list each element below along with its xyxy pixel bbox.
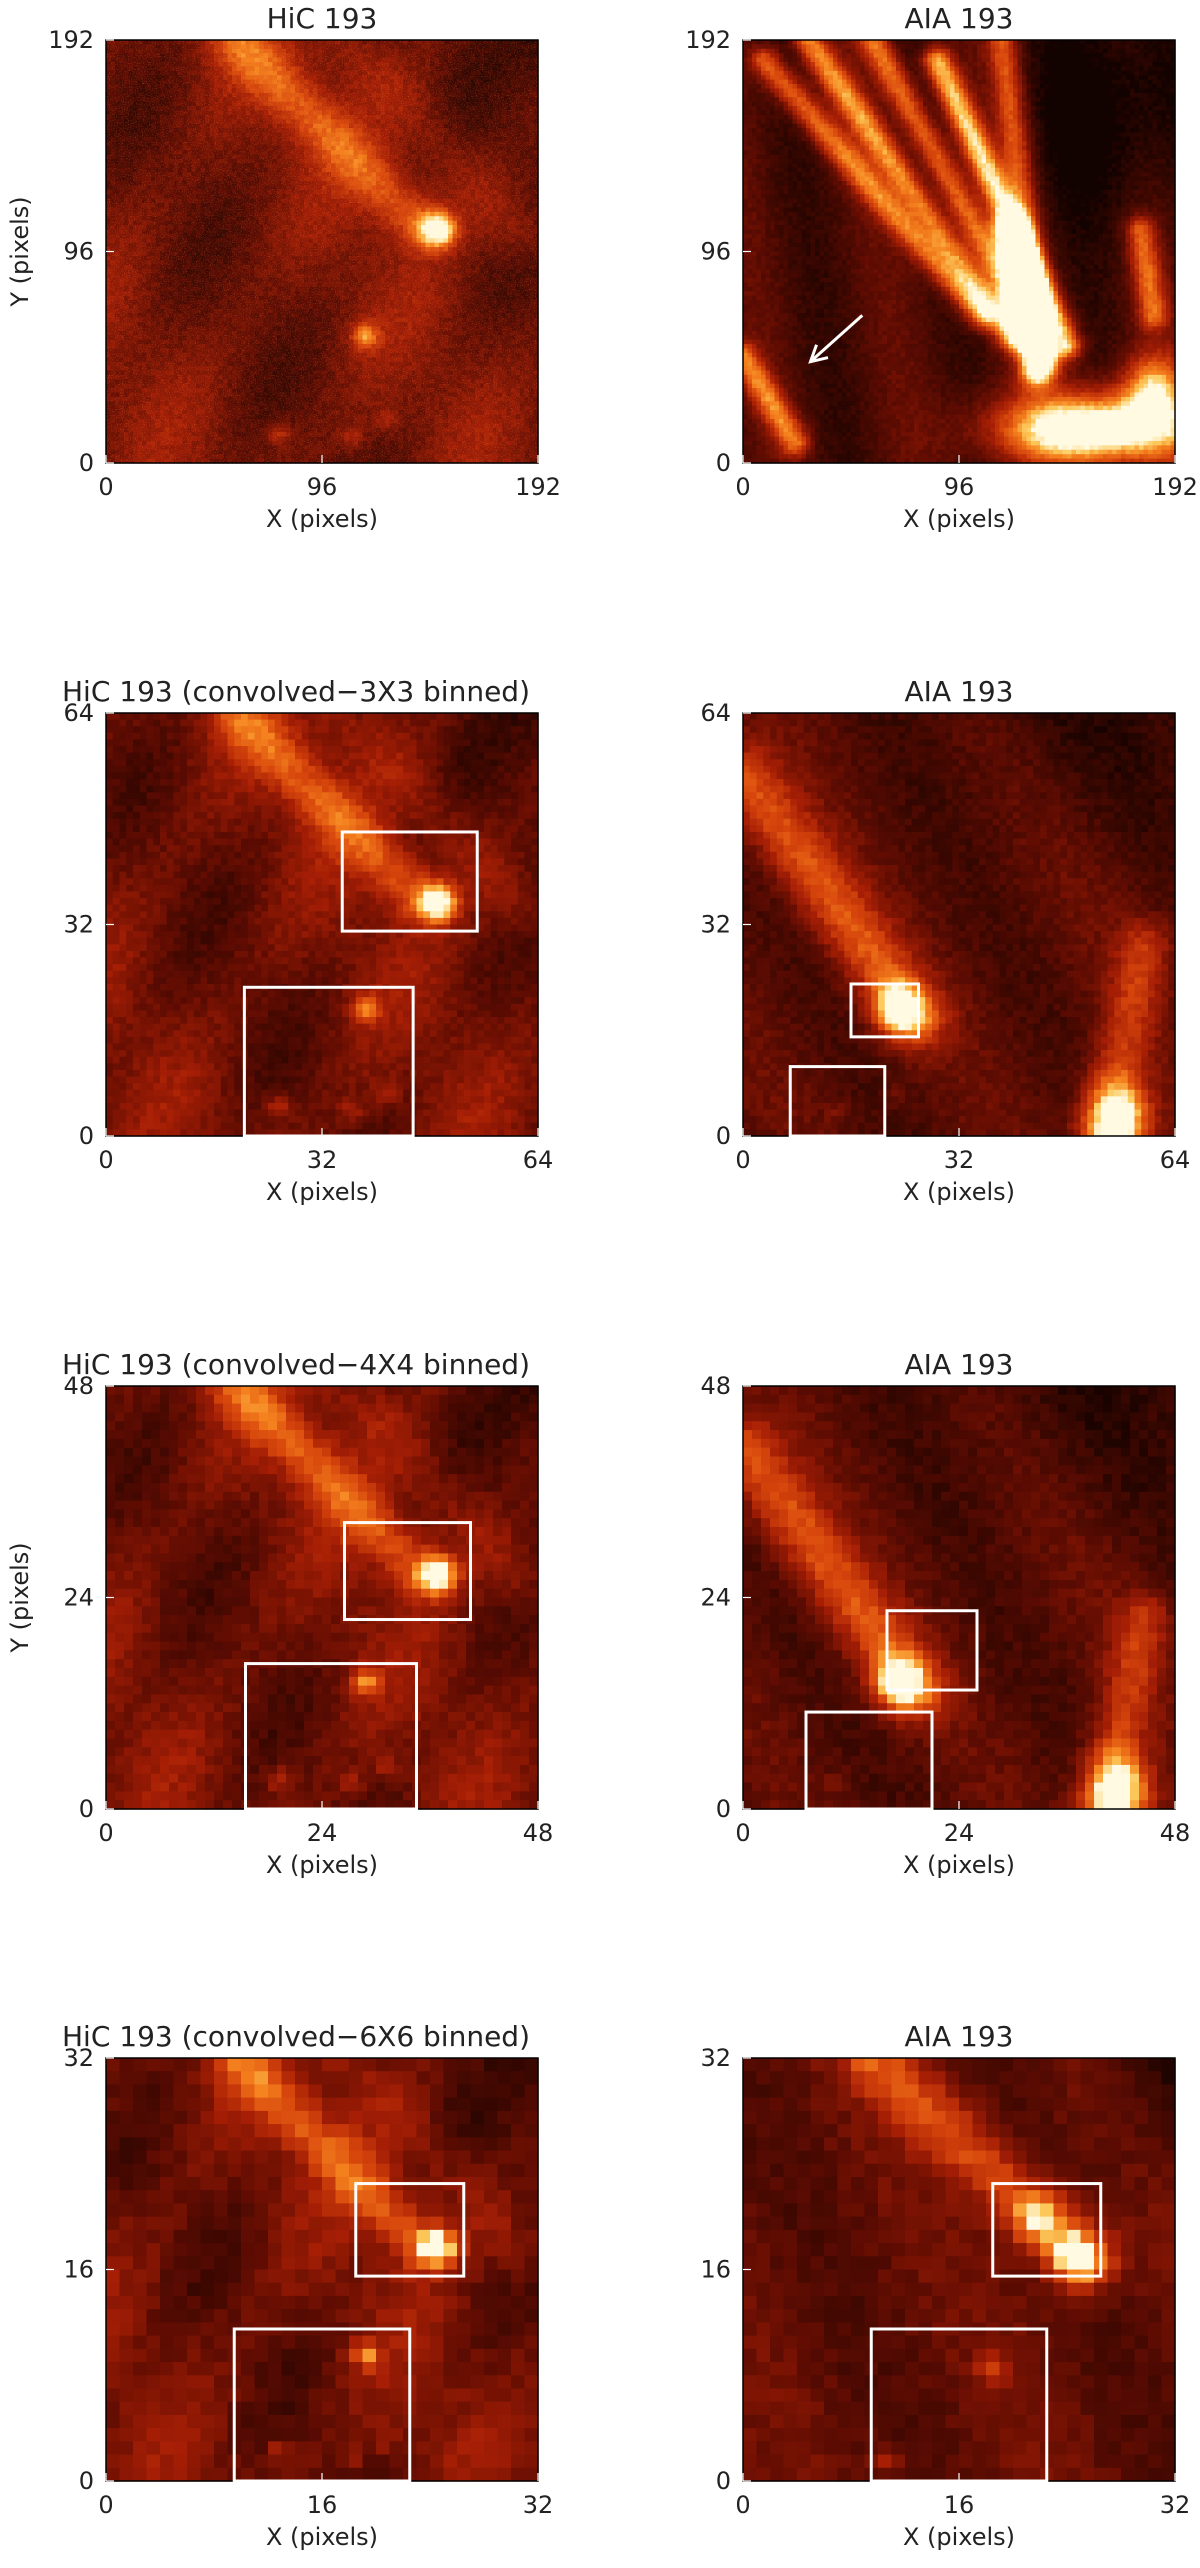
panel-p1: 0 96 192096192HiC 193X (pixels)Y (pixels) — [6, 2, 561, 533]
